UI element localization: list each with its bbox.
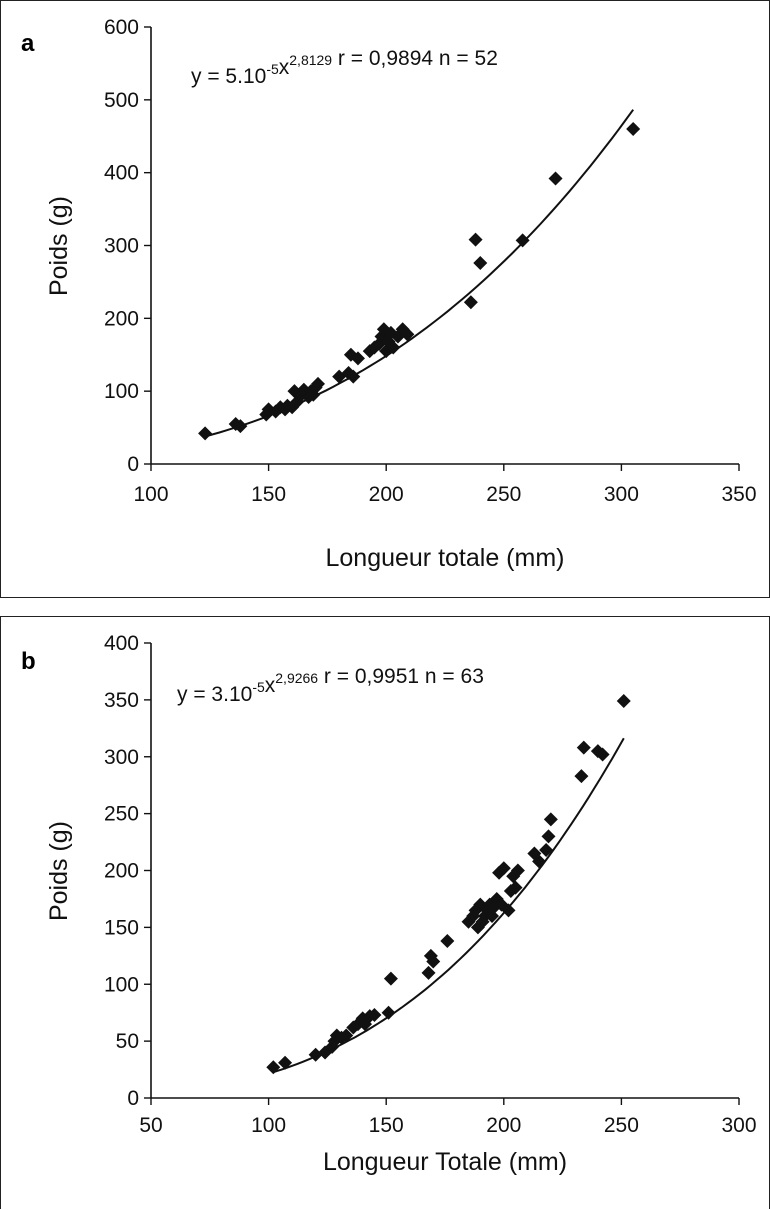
data-point-b xyxy=(440,934,455,949)
data-point-b xyxy=(595,747,610,762)
x-tick-label-b: 50 xyxy=(139,1114,162,1137)
data-point-a xyxy=(346,369,361,384)
data-point-a xyxy=(548,171,563,186)
x-axis-title-a: Longueur totale (mm) xyxy=(325,544,564,572)
data-point-b xyxy=(539,843,554,858)
y-axis-title-b: Poids (g) xyxy=(45,821,73,921)
data-point-a xyxy=(198,426,213,441)
x-tick-label-b: 250 xyxy=(604,1114,639,1137)
y-tick-label-b: 150 xyxy=(104,916,139,939)
y-tick-label-a: 400 xyxy=(104,162,139,185)
x-tick-label-a: 350 xyxy=(721,483,756,506)
data-point-b xyxy=(266,1060,281,1075)
data-point-b xyxy=(508,880,523,895)
data-point-a xyxy=(400,327,415,342)
chart-panel-b: b 0 50 100 150 200 250 300 350 400 50 100 150 200 250 3… xyxy=(0,616,770,1209)
x-tick-label-a: 200 xyxy=(369,483,404,506)
y-tick-label-b: 0 xyxy=(127,1087,139,1110)
data-point-b xyxy=(503,883,518,898)
data-point-a xyxy=(468,232,483,247)
y-tick-label-a: 500 xyxy=(104,89,139,112)
y-tick-label-a: 0 xyxy=(127,453,139,476)
chart-panel-a: a 0 100 200 300 400 500 600 100 150 200 250 300 350 Lo… xyxy=(0,0,770,598)
trend-line-a xyxy=(204,109,635,438)
data-point-a xyxy=(310,376,325,391)
x-tick-label-b: 300 xyxy=(721,1114,756,1137)
x-tick-label-b: 150 xyxy=(369,1114,404,1137)
data-point-a xyxy=(233,419,248,434)
data-point-b xyxy=(541,829,556,844)
data-point-a xyxy=(473,255,488,270)
data-point-b xyxy=(496,861,511,876)
x-axis-title-b: Longueur Totale (mm) xyxy=(323,1148,567,1176)
data-point-a xyxy=(350,351,365,366)
x-tick-label-a: 250 xyxy=(486,483,521,506)
panel-label-a: a xyxy=(21,30,35,57)
data-point-a xyxy=(515,233,530,248)
data-point-a xyxy=(626,121,641,136)
y-tick-label-b: 50 xyxy=(116,1030,139,1053)
x-tick-label-b: 100 xyxy=(251,1114,286,1137)
data-point-a xyxy=(463,295,478,310)
data-point-b xyxy=(346,1020,361,1035)
data-point-b xyxy=(501,903,516,918)
data-point-b xyxy=(426,954,441,969)
data-point-b xyxy=(510,863,525,878)
data-point-b xyxy=(574,769,589,784)
data-point-b xyxy=(339,1028,354,1043)
y-tick-label-b: 250 xyxy=(104,803,139,826)
data-point-b xyxy=(308,1047,323,1062)
data-point-b xyxy=(278,1055,293,1070)
trend-line-b xyxy=(272,737,625,1074)
y-tick-label-b: 400 xyxy=(104,632,139,655)
equation-label-b: y = 3.10-5x2,9266 r = 0,9951 n = 63 xyxy=(177,665,484,706)
data-point-b xyxy=(381,1005,396,1020)
x-tick-label-a: 150 xyxy=(251,483,286,506)
y-tick-label-a: 600 xyxy=(104,16,139,39)
data-point-a xyxy=(386,340,401,355)
y-tick-label-b: 100 xyxy=(104,973,139,996)
data-point-b xyxy=(616,694,631,709)
panel-label-b: b xyxy=(21,648,36,675)
data-point-b xyxy=(543,812,558,827)
y-tick-label-a: 300 xyxy=(104,235,139,258)
y-tick-label-b: 300 xyxy=(104,746,139,769)
data-point-b xyxy=(383,971,398,986)
data-point-b xyxy=(576,740,591,755)
chart-a-svg: a 0 100 200 300 400 500 600 100 150 200 250 300 350 Lo… xyxy=(21,16,757,572)
data-point-b xyxy=(532,854,547,869)
y-tick-label-a: 200 xyxy=(104,307,139,330)
y-tick-label-b: 350 xyxy=(104,689,139,712)
equation-label-a: y = 5.10-5x2,8129 r = 0,9894 n = 52 xyxy=(191,47,498,88)
x-tick-label-a: 300 xyxy=(604,483,639,506)
x-tick-label-b: 200 xyxy=(486,1114,521,1137)
data-point-b xyxy=(367,1007,382,1022)
x-tick-label-a: 100 xyxy=(133,483,168,506)
y-tick-label-a: 100 xyxy=(104,380,139,403)
y-tick-label-b: 200 xyxy=(104,860,139,883)
data-point-b xyxy=(421,965,436,980)
y-axis-title-a: Poids (g) xyxy=(45,196,73,296)
